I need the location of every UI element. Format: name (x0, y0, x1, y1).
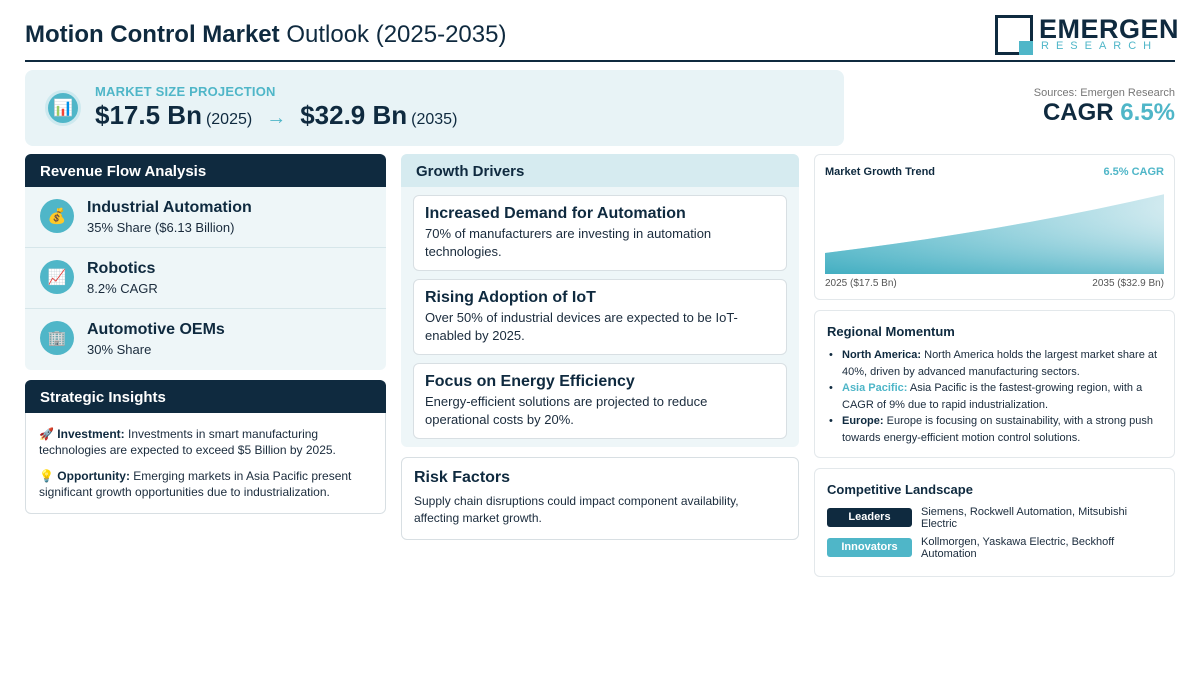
insight-text: Emerging markets in Asia Pacific present… (39, 469, 352, 499)
region-text: North America holds the largest market s… (842, 349, 1158, 378)
revenue-flow-card: Revenue Flow Analysis 💰 Industrial Autom… (25, 154, 386, 370)
revenue-item: 💰 Industrial Automation 35% Share ($6.13… (25, 187, 386, 248)
competitive-row: Leaders Siemens, Rockwell Automation, Mi… (827, 502, 1167, 532)
region-name: Europe: (842, 415, 884, 427)
insight-text: Investments in smart manufacturing techn… (39, 427, 336, 457)
driver-desc: Energy-efficient solutions are projected… (425, 394, 708, 427)
revenue-item: 🏢 Automotive OEMs 30% Share (25, 309, 386, 370)
sources-text: Sources: Emergen Research (1033, 87, 1175, 99)
logo-mark-icon (995, 15, 1033, 55)
competitive-companies: Kollmorgen, Yaskawa Electric, Beckhoff A… (921, 536, 1115, 560)
money-bag-icon: 💰 (40, 199, 74, 233)
cagr-label: CAGR (1042, 99, 1114, 126)
driver-title: Rising Adoption of IoT (425, 289, 596, 306)
growth-drivers-title: Growth Drivers (401, 154, 799, 187)
end-year: (2035) (411, 111, 458, 128)
competitive-row: Innovators Kollmorgen, Yaskawa Electric,… (827, 532, 1167, 562)
revenue-item-title: Robotics (87, 260, 156, 277)
start-year: (2025) (205, 111, 253, 128)
list-item: North America: North America holds the l… (827, 347, 1167, 380)
projection-label: MARKET SIZE PROJECTION (95, 84, 276, 99)
logo-main-text: EMERGEN (1039, 14, 1180, 44)
office-building-icon: 🏢 (40, 321, 74, 355)
region-name: North America: (842, 349, 922, 361)
driver-title: Focus on Energy Efficiency (425, 373, 635, 390)
title-light: Outlook (2025-2035) (286, 21, 507, 48)
competitive-title: Competitive Landscape (827, 482, 973, 497)
page-title: Motion Control Market Outlook (2025-2035… (25, 21, 506, 49)
strategic-insights-card: Strategic Insights 🚀 Investment: Investm… (25, 380, 386, 514)
leaders-badge: Leaders (827, 508, 912, 527)
cagr-headline: CAGR 6.5% (1043, 99, 1175, 127)
end-value: $32.9 Bn (300, 100, 408, 130)
risk-title: Risk Factors (414, 469, 511, 486)
market-growth-trend-card: Market Growth Trend 6.5% CAGR 2025 ($17.… (814, 154, 1175, 300)
innovators-badge: Innovators (827, 538, 912, 557)
driver-desc: Over 50% of industrial devices are expec… (425, 310, 738, 343)
projection-values: $17.5 Bn (2025) → $32.9 Bn (2035) (95, 100, 457, 131)
revenue-item-sub: 35% Share ($6.13 Billion) (87, 220, 235, 235)
driver-title: Increased Demand for Automation (425, 205, 686, 222)
trend-title: Market Growth Trend (825, 166, 936, 178)
growth-driver-item: Focus on Energy Efficiency Energy-effici… (413, 363, 787, 439)
list-item: Europe: Europe is focusing on sustainabi… (827, 413, 1167, 446)
revenue-item: 📈 Robotics 8.2% CAGR (25, 248, 386, 309)
strategic-insights-title: Strategic Insights (25, 380, 386, 413)
revenue-item-sub: 8.2% CAGR (87, 281, 158, 296)
regional-momentum-card: Regional Momentum North America: North A… (814, 310, 1175, 458)
trend-up-icon: 📈 (40, 260, 74, 294)
trend-end-label: 2035 ($32.9 Bn) (1092, 278, 1164, 289)
market-size-projection: 📊 MARKET SIZE PROJECTION $17.5 Bn (2025) →… (25, 70, 844, 146)
title-bold: Motion Control Market (25, 21, 280, 48)
growth-driver-item: Increased Demand for Automation 70% of m… (413, 195, 787, 271)
insight-label: Opportunity: (57, 469, 130, 483)
region-text: Europe is focusing on sustainability, wi… (842, 415, 1154, 444)
arrow-right-icon: → (266, 107, 287, 129)
revenue-item-title: Industrial Automation (87, 199, 252, 216)
bar-chart-icon: 📊 (45, 90, 81, 126)
start-value: $17.5 Bn (95, 100, 202, 130)
trend-start-label: 2025 ($17.5 Bn) (825, 278, 897, 289)
region-text: Asia Pacific is the fastest-growing regi… (842, 382, 1143, 411)
insight-opportunity: 💡 Opportunity: Emerging markets in Asia … (39, 468, 371, 500)
logo-sub-text: RESEARCH (1041, 40, 1159, 52)
growth-driver-item: Rising Adoption of IoT Over 50% of indus… (413, 279, 787, 355)
lightbulb-icon: 💡 (39, 469, 54, 483)
revenue-item-sub: 30% Share (87, 342, 152, 357)
risk-factors-card: Risk Factors Supply chain disruptions co… (401, 457, 799, 540)
revenue-flow-title: Revenue Flow Analysis (25, 154, 386, 187)
competitive-landscape-card: Competitive Landscape Leaders Siemens, R… (814, 468, 1175, 577)
rocket-icon: 🚀 (39, 427, 54, 441)
region-name: Asia Pacific: (842, 382, 908, 394)
regional-title: Regional Momentum (827, 324, 955, 339)
cagr-value: 6.5% (1120, 99, 1175, 126)
regional-list: North America: North America holds the l… (827, 347, 1167, 446)
list-item: Asia Pacific: Asia Pacific is the fastes… (827, 380, 1167, 413)
emergen-logo: EMERGEN RESEARCH (993, 14, 1179, 56)
risk-desc: Supply chain disruptions could impact co… (414, 494, 739, 525)
growth-drivers-card: Growth Drivers Increased Demand for Auto… (401, 154, 799, 447)
insight-investment: 🚀 Investment: Investments in smart manuf… (39, 426, 371, 458)
competitive-companies: Siemens, Rockwell Automation, Mitsubishi… (921, 506, 1128, 530)
trend-cagr: 6.5% CAGR (1103, 166, 1164, 178)
trend-area-chart (825, 194, 1164, 274)
revenue-item-title: Automotive OEMs (87, 321, 225, 338)
page-header: Motion Control Market Outlook (2025-2035… (25, 14, 1179, 62)
trend-area-shade (825, 194, 1164, 274)
driver-desc: 70% of manufacturers are investing in au… (425, 226, 712, 259)
insight-label: Investment: (57, 427, 125, 441)
